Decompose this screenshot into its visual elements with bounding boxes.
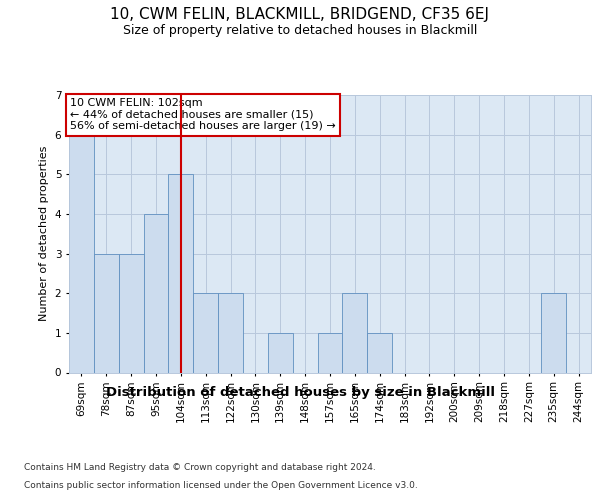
Bar (119, 254, 143, 372)
Bar (69, 134, 94, 372)
Text: Distribution of detached houses by size in Blackmill: Distribution of detached houses by size … (106, 386, 494, 399)
Bar (193, 293, 218, 372)
Bar (367, 333, 392, 372)
Text: Contains HM Land Registry data © Crown copyright and database right 2024.: Contains HM Land Registry data © Crown c… (24, 464, 376, 472)
Bar (143, 214, 169, 372)
Bar (94, 254, 119, 372)
Bar (268, 333, 293, 372)
Text: Contains public sector information licensed under the Open Government Licence v3: Contains public sector information licen… (24, 481, 418, 490)
Text: 10 CWM FELIN: 102sqm
← 44% of detached houses are smaller (15)
56% of semi-detac: 10 CWM FELIN: 102sqm ← 44% of detached h… (70, 98, 336, 132)
Bar (343, 293, 367, 372)
Text: 10, CWM FELIN, BLACKMILL, BRIDGEND, CF35 6EJ: 10, CWM FELIN, BLACKMILL, BRIDGEND, CF35… (110, 8, 490, 22)
Bar (541, 293, 566, 372)
Y-axis label: Number of detached properties: Number of detached properties (39, 146, 49, 322)
Text: Size of property relative to detached houses in Blackmill: Size of property relative to detached ho… (123, 24, 477, 37)
Bar (169, 174, 193, 372)
Bar (218, 293, 243, 372)
Bar (317, 333, 343, 372)
